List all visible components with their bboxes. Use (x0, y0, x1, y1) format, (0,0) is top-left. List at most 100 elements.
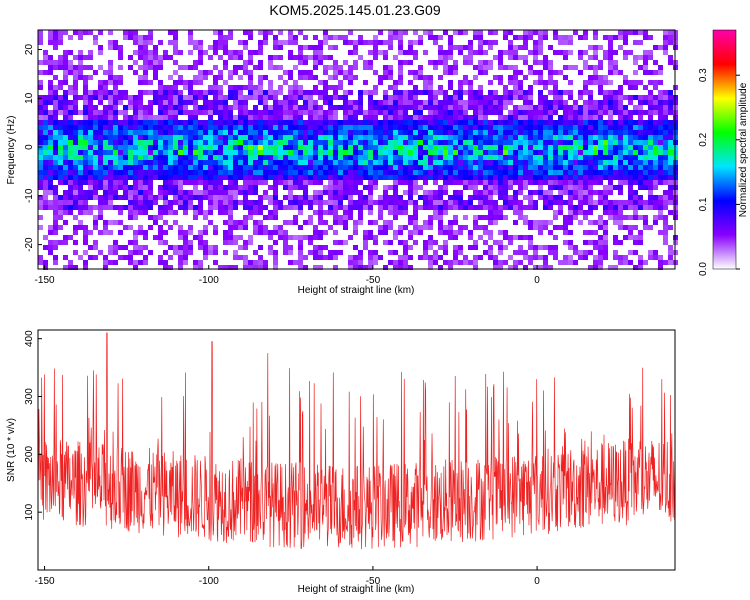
spectrogram-cell (523, 265, 528, 270)
spectrogram-cell (638, 120, 643, 125)
spectrogram-cell (353, 155, 358, 160)
spectrogram-cell (538, 120, 543, 125)
spectrogram-cell (158, 260, 163, 265)
spectrogram-cell (488, 215, 493, 220)
spectrogram-cell (143, 255, 148, 260)
spectrogram-cell (408, 235, 413, 240)
spectrogram-cell (173, 95, 178, 100)
spectrogram-cell (638, 230, 643, 235)
spectrogram-cell (358, 135, 363, 140)
spectrogram-cell (588, 210, 593, 215)
spectrogram-cell (268, 155, 273, 160)
spectrogram-cell (123, 30, 128, 35)
spectrogram-cell (398, 45, 403, 50)
spectrogram-cell (63, 70, 68, 75)
spectrogram-cell (493, 55, 498, 60)
spectrogram-cell (338, 220, 343, 225)
spectrogram-cell (98, 140, 103, 145)
spectrogram-cell (623, 125, 628, 130)
spectrogram-cell (663, 100, 668, 105)
spectrogram-cell (208, 135, 213, 140)
spectrogram-cell (218, 30, 223, 35)
spectrogram-cell (503, 90, 508, 95)
spectrogram-cell (218, 265, 223, 270)
spectrogram-cell (553, 175, 558, 180)
spectrogram-cell (363, 80, 368, 85)
spectrogram-cell (583, 175, 588, 180)
spectrogram-cell (478, 160, 483, 165)
spectrogram-cell (278, 165, 283, 170)
spectrogram-cell (618, 210, 623, 215)
spectrogram-cell (73, 160, 78, 165)
spectrogram-cell (313, 250, 318, 255)
spectrogram-cell (138, 45, 143, 50)
spectrogram-cell (623, 135, 628, 140)
spectrogram-cell (663, 40, 668, 45)
spectrogram-x-label: Height of straight line (km) (298, 285, 415, 296)
spectrogram-cell (138, 145, 143, 150)
spectrogram-cell (318, 60, 323, 65)
spectrogram-cell (483, 195, 488, 200)
spectrogram-cell (183, 155, 188, 160)
spectrogram-cell (63, 155, 68, 160)
spectrogram-cell (448, 110, 453, 115)
spectrogram-cell (588, 185, 593, 190)
spectrogram-cell (408, 215, 413, 220)
spectrogram-cell (558, 125, 563, 130)
spectrogram-cell (63, 75, 68, 80)
spectrogram-cell (633, 140, 638, 145)
spectrogram-cell (503, 85, 508, 90)
spectrogram-cell (73, 140, 78, 145)
spectrogram-cell (133, 240, 138, 245)
spectrogram-cell (63, 190, 68, 195)
spectrogram-cell (543, 160, 548, 165)
spectrogram-cell (668, 140, 673, 145)
spectrogram-cell (158, 100, 163, 105)
spectrogram-cell (133, 95, 138, 100)
spectrogram-cell (193, 90, 198, 95)
spectrogram-cell (653, 165, 658, 170)
spectrogram-cell (188, 165, 193, 170)
spectrogram-cell (648, 165, 653, 170)
spectrogram-cell (653, 195, 658, 200)
spectrogram-cell (263, 120, 268, 125)
spectrogram-cell (288, 180, 293, 185)
spectrogram-cell (283, 165, 288, 170)
spectrogram-cell (203, 255, 208, 260)
spectrogram-cell (648, 35, 653, 40)
spectrogram-cell (323, 220, 328, 225)
spectrogram-cell (283, 245, 288, 250)
spectrogram-cell (638, 175, 643, 180)
spectrogram-cell (293, 115, 298, 120)
spectrogram-cell (633, 70, 638, 75)
spectrogram-cell (383, 75, 388, 80)
spectrogram-cell (423, 75, 428, 80)
spectrogram-cell (103, 225, 108, 230)
spectrogram-cell (498, 95, 503, 100)
spectrogram-cell (468, 120, 473, 125)
spectrogram-cell (458, 50, 463, 55)
spectrogram-cell (478, 100, 483, 105)
spectrogram-cell (648, 140, 653, 145)
spectrogram-cell (638, 165, 643, 170)
spectrogram-cell (93, 90, 98, 95)
spectrogram-cell (388, 125, 393, 130)
spectrogram-cell (413, 205, 418, 210)
spectrogram-cell (223, 40, 228, 45)
spectrogram-cell (493, 175, 498, 180)
spectrogram-cell (363, 235, 368, 240)
spectrogram-cell (368, 105, 373, 110)
spectrogram-cell (88, 180, 93, 185)
spectrogram-cell (378, 165, 383, 170)
spectrogram-cell (218, 90, 223, 95)
spectrogram-cell (333, 110, 338, 115)
spectrogram-cell (378, 200, 383, 205)
spectrogram-cell (628, 30, 633, 35)
spectrogram-cell (568, 145, 573, 150)
spectrogram-cell (188, 225, 193, 230)
spectrogram-cell (133, 200, 138, 205)
spectrogram-cell (343, 125, 348, 130)
spectrogram-cell (243, 110, 248, 115)
spectrogram-cell (88, 50, 93, 55)
spectrogram-cell (663, 200, 668, 205)
